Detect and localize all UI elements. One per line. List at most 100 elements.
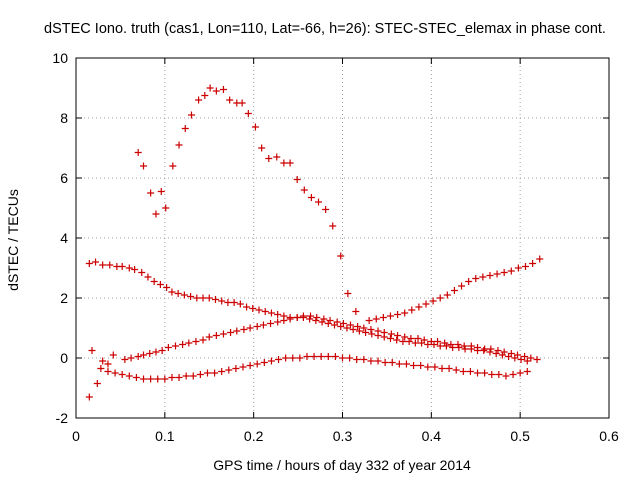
data-point (199, 336, 207, 344)
data-point (118, 263, 126, 270)
data-point (125, 372, 133, 380)
data-point (201, 92, 209, 99)
data-point (379, 314, 387, 321)
data-point (132, 374, 140, 381)
data-point (533, 356, 541, 363)
x-tick-label: 0.5 (510, 428, 530, 444)
data-point (408, 306, 416, 314)
data-point (536, 255, 544, 263)
data-point (326, 317, 334, 324)
x-tick-label: 0 (72, 428, 80, 444)
y-axis-label: dSTEC / TECUs (5, 189, 21, 291)
data-point (131, 266, 139, 273)
data-point (339, 354, 346, 362)
data-point (146, 350, 154, 357)
data-point (299, 312, 307, 320)
data-point (452, 366, 460, 374)
data-point (275, 356, 283, 363)
data-point (372, 315, 380, 323)
data-point (140, 162, 148, 170)
data-point (324, 353, 332, 360)
data-point (150, 278, 158, 285)
data-point (429, 297, 437, 305)
data-point (443, 291, 451, 299)
data-point (251, 123, 259, 131)
data-point (467, 342, 475, 350)
data-point (386, 335, 394, 342)
data-point (388, 359, 396, 366)
data-point (487, 345, 495, 353)
data-point (211, 296, 219, 303)
data-point (219, 86, 227, 93)
data-point (447, 341, 455, 348)
data-point (436, 294, 444, 302)
data-point (125, 264, 133, 272)
data-point (236, 300, 244, 308)
data-point (374, 327, 382, 335)
data-point (230, 299, 238, 306)
data-point (399, 338, 407, 345)
data-point (509, 371, 517, 378)
data-point (152, 348, 160, 356)
y-tick-label: 10 (52, 50, 68, 66)
data-point (232, 365, 240, 372)
data-point (441, 339, 449, 347)
data-point (527, 354, 535, 362)
data-point (127, 354, 135, 362)
data-point (300, 186, 308, 194)
data-point (227, 329, 235, 336)
data-point (238, 99, 246, 107)
data-point (514, 264, 522, 272)
data-point (181, 125, 189, 132)
data-point (156, 281, 164, 288)
data-point (320, 315, 328, 323)
y-tick-label: 4 (60, 230, 68, 246)
data-point (507, 350, 515, 357)
data-point (260, 359, 268, 366)
data-point (164, 344, 172, 351)
data-point (152, 210, 160, 218)
data-point (401, 333, 409, 341)
data-point (180, 291, 188, 299)
data-point (346, 354, 354, 362)
data-point (195, 96, 203, 104)
y-tick-label: 0 (60, 350, 68, 366)
data-point (267, 309, 275, 317)
data-point (293, 176, 301, 183)
data-point (134, 149, 142, 156)
data-point (206, 84, 214, 92)
data-point (493, 270, 501, 278)
data-point (104, 368, 112, 375)
x-tick-label: 0.1 (155, 428, 175, 444)
y-tick-label: 2 (60, 290, 68, 306)
data-point (333, 318, 341, 326)
data-point (387, 330, 395, 338)
data-point (415, 303, 423, 311)
data-point (179, 341, 187, 348)
data-point (246, 362, 254, 369)
grid (76, 58, 609, 418)
data-point (313, 314, 321, 321)
data-point (205, 333, 213, 341)
data-point (171, 342, 179, 350)
data-point (424, 363, 432, 371)
data-point (218, 297, 226, 305)
data-point (199, 294, 207, 302)
data-point (162, 204, 170, 212)
data-point (500, 348, 508, 356)
data-point (337, 252, 345, 260)
data-point (168, 374, 176, 381)
data-point (104, 360, 112, 368)
data-point (267, 320, 275, 327)
data-point (331, 353, 339, 360)
data-point (307, 194, 315, 201)
data-point (274, 318, 282, 326)
data-point (246, 324, 254, 332)
data-point (529, 260, 537, 267)
data-point (410, 362, 418, 369)
data-point (85, 393, 93, 401)
data-point (486, 348, 494, 356)
data-point (355, 327, 363, 335)
data-point (401, 309, 409, 317)
